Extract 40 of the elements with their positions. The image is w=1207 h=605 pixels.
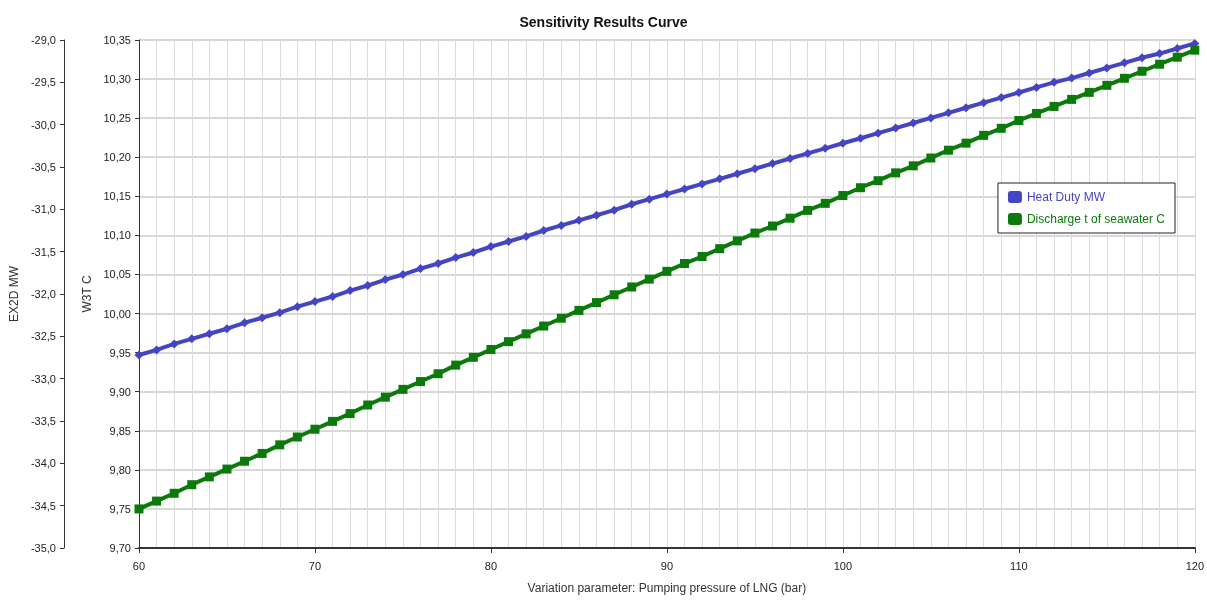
- y2-tick-label: 9,95: [109, 346, 131, 359]
- y2-tick-label: 9,80: [109, 463, 131, 476]
- y-tick-label: -33,5: [30, 415, 56, 427]
- y2-axis-title: W3T C: [79, 275, 94, 313]
- x-axis-title: Variation parameter: Pumping pressure of LNG (bar): [527, 581, 807, 595]
- legend-label: Heat Duty MW: [1026, 190, 1106, 204]
- y-tick-label: -32,5: [30, 330, 56, 343]
- x-tick-label: 120: [1185, 559, 1204, 572]
- y2-tick-label: 10,05: [103, 268, 131, 281]
- y2-tick-label: 10,25: [103, 112, 131, 125]
- y-tick-label: -31,5: [30, 245, 56, 258]
- y2-tick-label: 10,00: [103, 307, 131, 320]
- x-tick-label: 80: [484, 559, 498, 572]
- y-tick-label: -30,0: [30, 118, 56, 131]
- y-tick-label: -31,0: [30, 203, 56, 216]
- y2-tick-label: 10,20: [103, 151, 131, 164]
- y-tick-label: -32,0: [30, 288, 56, 300]
- y-tick-label: -29,5: [30, 76, 56, 89]
- y2-tick-label: 10,10: [103, 229, 131, 242]
- chart-title: Sensitivity Results Curve: [519, 14, 688, 30]
- y-axis-title: EX2D MW: [7, 265, 21, 323]
- x-tick-label: 70: [308, 559, 322, 572]
- legend-label: Discharge t of seawater C: [1026, 212, 1166, 226]
- y2-tick-label: 9,70: [109, 542, 131, 554]
- x-tick-label: 60: [132, 559, 146, 572]
- x-tick-label: 110: [1010, 559, 1028, 572]
- y-tick-label: -34,5: [30, 499, 56, 512]
- x-tick-label: 90: [660, 559, 674, 572]
- y2-tick-label: 10,35: [103, 34, 131, 46]
- y-tick-label: -35,0: [30, 542, 56, 554]
- y-tick-label: -33,0: [30, 372, 56, 385]
- x-tick-label: 100: [833, 559, 853, 572]
- y2-tick-label: 9,90: [109, 385, 131, 398]
- y2-tick-label: 9,75: [109, 502, 131, 515]
- y-tick-label: -29,0: [30, 34, 56, 46]
- y-tick-label: -30,5: [30, 161, 56, 173]
- y2-tick-label: 10,15: [103, 190, 131, 203]
- y2-tick-label: 10,30: [103, 73, 131, 86]
- y2-tick-label: 9,85: [109, 424, 131, 437]
- y-tick-label: -34,0: [30, 457, 56, 470]
